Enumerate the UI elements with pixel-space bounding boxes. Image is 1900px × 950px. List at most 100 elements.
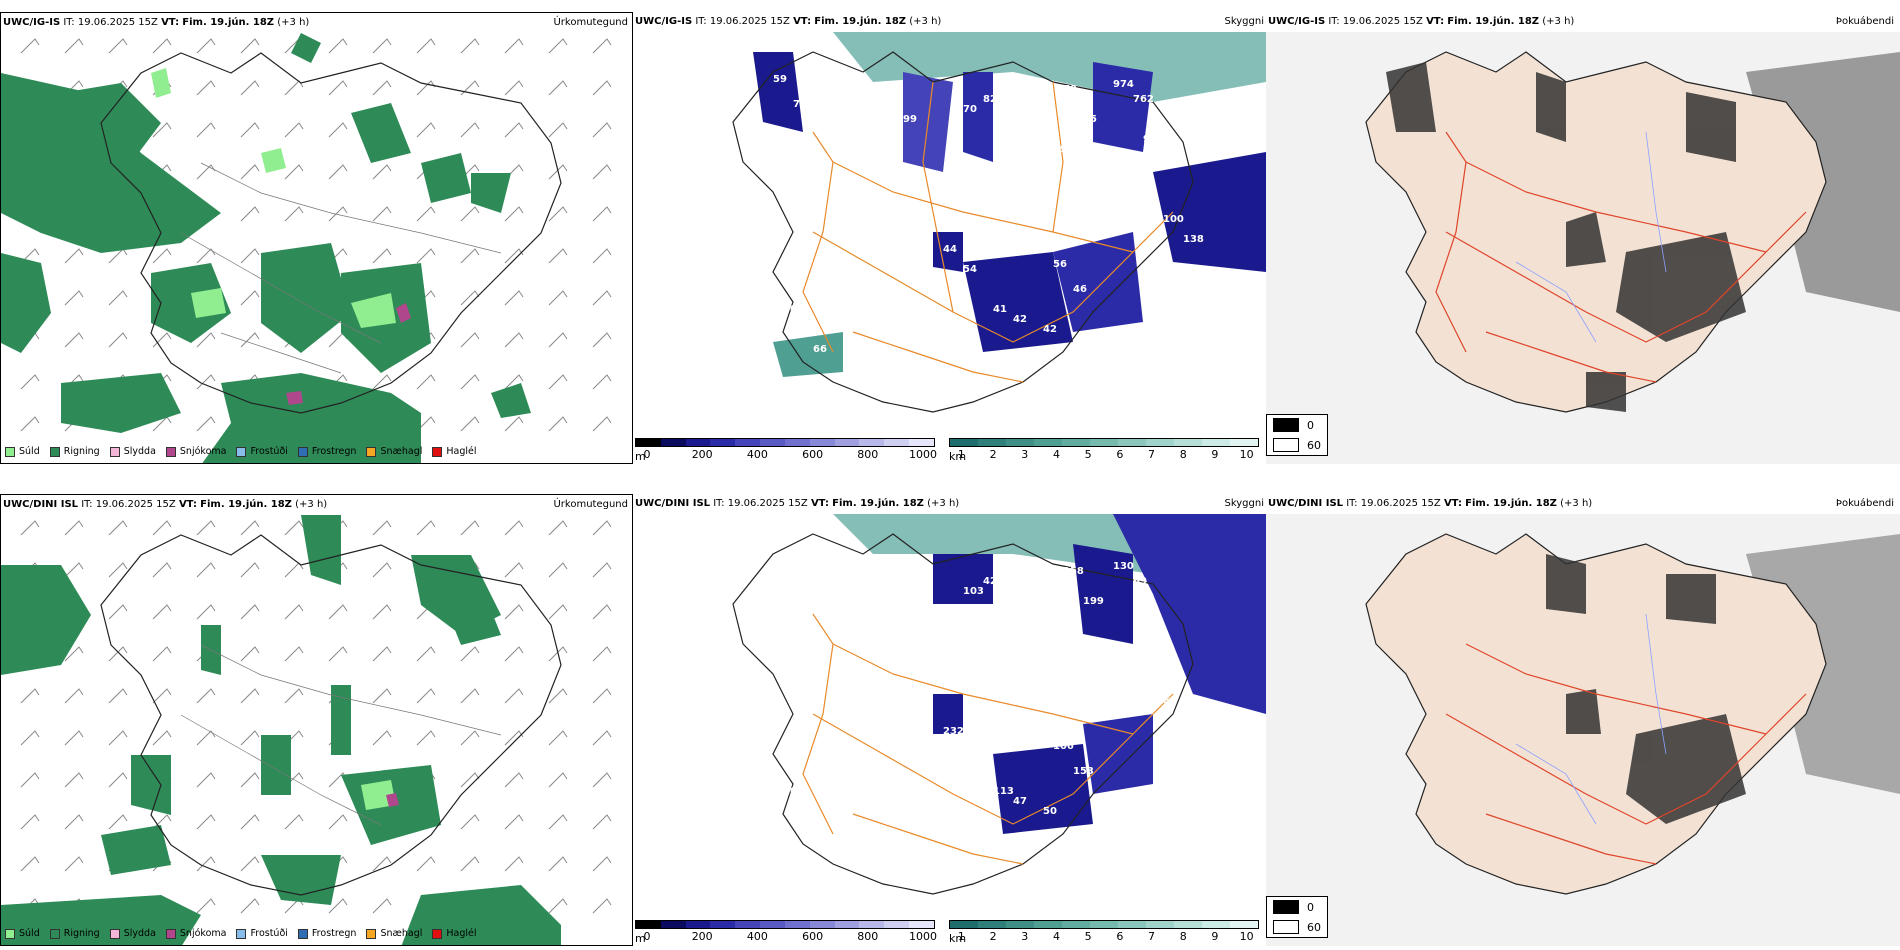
visibility-label: 82 bbox=[983, 94, 997, 105]
visibility-label: 762 bbox=[1133, 94, 1154, 105]
visibility-label: 199 bbox=[1083, 596, 1104, 607]
legend-swatch bbox=[49, 928, 60, 939]
legend-item: Súld bbox=[5, 928, 40, 939]
colorbar-tick: 3 bbox=[1021, 930, 1029, 943]
visibility-label: 54 bbox=[963, 264, 977, 275]
visibility-label: 34 bbox=[863, 866, 877, 877]
visibility-label: 44 bbox=[793, 324, 807, 335]
colorbar-altitude: 0 200 400 600 800 1000 m bbox=[635, 920, 937, 945]
colorbar-tick: 600 bbox=[802, 448, 824, 461]
panel-title: Skyggni bbox=[1224, 498, 1264, 509]
visibility-label: 158 bbox=[1063, 566, 1084, 577]
precip-type-panel: UWC/IG-IS IT: 19.06.2025 15Z VT: Fim. 19… bbox=[0, 12, 633, 464]
visibility-label: 41 bbox=[993, 304, 1007, 315]
legend-swatch bbox=[297, 928, 308, 939]
drizzle-areas bbox=[151, 68, 396, 328]
visibility-label: 70 bbox=[783, 304, 797, 315]
fog-map bbox=[1266, 32, 1900, 464]
legend-item: Haglél bbox=[432, 446, 477, 457]
visibility-label: 80 bbox=[1133, 174, 1147, 185]
visibility-label: 47 bbox=[1013, 796, 1027, 807]
legend-item: Frostregn bbox=[297, 928, 356, 939]
visibility-label: 79 bbox=[1063, 84, 1077, 95]
colorbar-tick: 7 bbox=[1148, 930, 1156, 943]
visibility-label: 115 bbox=[833, 314, 854, 325]
colorbar-tick: 10 bbox=[1239, 930, 1254, 943]
legend-item: 60 bbox=[1267, 435, 1327, 455]
legend-item: Snæhagl bbox=[366, 446, 422, 457]
visibility-label: 113 bbox=[993, 786, 1014, 797]
visibility-label: 38 bbox=[893, 394, 907, 405]
visibility-label: 59 bbox=[773, 74, 787, 85]
colorbar-visibility: 1 2 3 4 5 6 7 8 9 10 km bbox=[949, 438, 1259, 463]
colorbar-tick: 1000 bbox=[909, 448, 937, 461]
roads bbox=[180, 162, 502, 374]
visibility-label: 34 bbox=[863, 384, 877, 395]
colorbar-tick: 400 bbox=[746, 448, 768, 461]
colorbar-tick: 9 bbox=[1211, 930, 1219, 943]
precip-map bbox=[1, 515, 612, 945]
colorbar-tick: 2 bbox=[989, 930, 997, 943]
roads bbox=[1445, 643, 1807, 865]
legend-item: Frostregn bbox=[297, 446, 356, 457]
precip-legend: Súld Rigning Slydda Snjókoma Frostúði Fr… bbox=[5, 928, 477, 939]
legend-swatch bbox=[366, 446, 377, 457]
fog-panel: UWC/DINI ISL IT: 19.06.2025 15Z VT: Fim.… bbox=[1266, 494, 1900, 946]
visibility-label: 152 bbox=[1183, 716, 1204, 727]
colorbar-tick: 0 bbox=[643, 448, 651, 461]
legend-swatch bbox=[5, 928, 15, 939]
roads bbox=[1435, 131, 1807, 383]
visibility-panel: 59 74 60 99 70 82 85 79 15 59 80 974 762 98 434 80 100 13… bbox=[633, 12, 1266, 464]
visibility-label: 43 bbox=[1103, 816, 1117, 827]
legend-swatch bbox=[49, 446, 60, 457]
visibility-label: 232 bbox=[943, 726, 964, 737]
visibility-label: 15 bbox=[1083, 114, 1097, 125]
visibility-label: 153 bbox=[1073, 766, 1094, 777]
visibility-label: 100 bbox=[783, 786, 804, 797]
colorbar-tick: 200 bbox=[691, 448, 713, 461]
colorbar-unit: m bbox=[635, 450, 646, 463]
legend-item: Snjókoma bbox=[165, 928, 226, 939]
visibility-label: 30 bbox=[793, 806, 807, 817]
colorbar-tick: 800 bbox=[857, 930, 879, 943]
panel-header: UWC/IG-IS IT: 19.06.2025 15Z VT: Fim. 19… bbox=[635, 16, 942, 27]
legend-item: Frostúði bbox=[236, 928, 288, 939]
visibility-label: 50 bbox=[1043, 806, 1057, 817]
visibility-label: 183 bbox=[1013, 616, 1034, 627]
visibility-label: 64 bbox=[893, 876, 907, 887]
visibility-label: 110 bbox=[963, 746, 984, 757]
panel-header: UWC/DINI ISL IT: 19.06.2025 15Z VT: Fim.… bbox=[635, 498, 960, 509]
visibility-label: 66 bbox=[813, 344, 827, 355]
visibility-label: 99 bbox=[903, 114, 917, 125]
panel-title: Úrkomutegund bbox=[553, 17, 628, 28]
visibility-label: 138 bbox=[1183, 234, 1204, 245]
colorbar-tick: 1 bbox=[957, 930, 965, 943]
visibility-label: 429 bbox=[983, 576, 1004, 587]
legend-item: 0 bbox=[1267, 897, 1327, 917]
colorbar-tick: 4 bbox=[1052, 930, 1060, 943]
colorbar-tick: 1 bbox=[957, 448, 965, 461]
visibility-label: 56 bbox=[1053, 259, 1067, 270]
legend-swatch bbox=[236, 446, 247, 457]
visibility-label: 42 bbox=[1043, 324, 1057, 335]
legend-swatch bbox=[236, 928, 247, 939]
fog-areas bbox=[1386, 62, 1746, 412]
visibility-label: 33 bbox=[733, 716, 747, 727]
fog-panel: UWC/IG-IS IT: 19.06.2025 15Z VT: Fim. 19… bbox=[1266, 12, 1900, 464]
legend-item: Rigning bbox=[49, 928, 100, 939]
colorbar-tick: 10 bbox=[1239, 448, 1254, 461]
colorbar-tick: 7 bbox=[1148, 448, 1156, 461]
legend-swatch bbox=[109, 446, 120, 457]
visibility-label: 106 bbox=[1053, 741, 1074, 752]
legend-swatch bbox=[432, 928, 443, 939]
panel-title: Þokuábendi bbox=[1835, 498, 1894, 509]
visibility-label: 988 bbox=[773, 556, 794, 567]
legend-swatch bbox=[432, 446, 443, 457]
colorbar-tick: 8 bbox=[1179, 930, 1187, 943]
visibility-label: 57 bbox=[1153, 636, 1167, 647]
visibility-label: 786 bbox=[743, 616, 764, 627]
legend-item: Slydda bbox=[109, 928, 156, 939]
visibility-label: 69 bbox=[1133, 576, 1147, 587]
visibility-map: 59 74 60 99 70 82 85 79 15 59 80 974 762 98 434 80 100 13… bbox=[732, 32, 1266, 413]
colorbar-tick: 800 bbox=[857, 448, 879, 461]
